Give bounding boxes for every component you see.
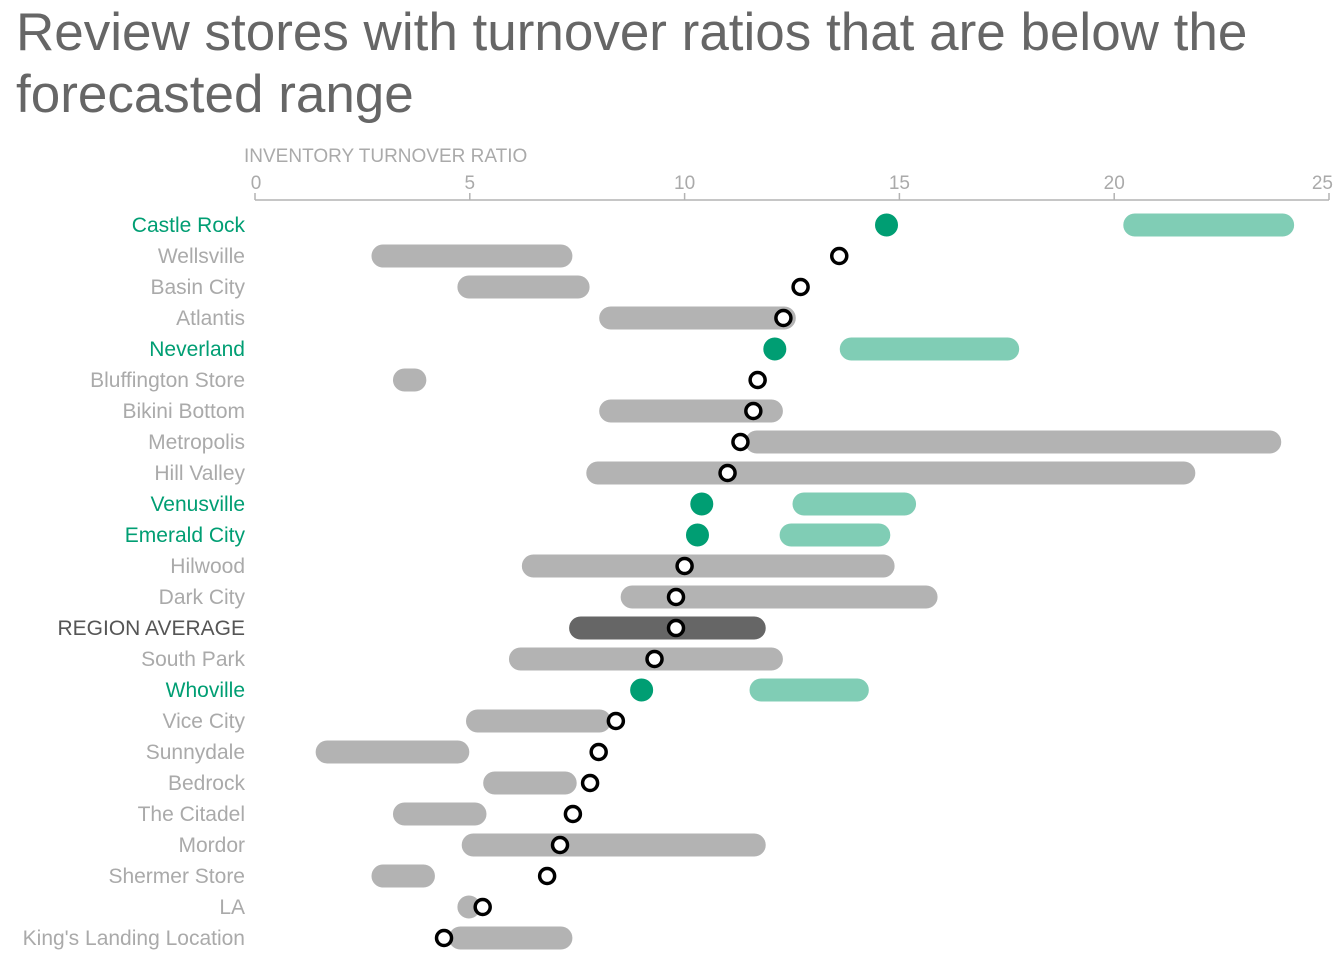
axis-title: INVENTORY TURNOVER RATIO <box>244 146 527 167</box>
value-dot <box>718 463 737 483</box>
row-label: Shermer Store <box>108 865 245 888</box>
row-label: Atlantis <box>176 307 245 330</box>
x-tick-label: 15 <box>889 173 910 194</box>
value-dot <box>675 556 694 576</box>
value-dots <box>434 212 900 948</box>
range-band <box>460 832 767 858</box>
x-tick-label: 20 <box>1104 173 1125 194</box>
row-label: Metropolis <box>148 431 245 454</box>
row-label: LA <box>219 896 245 919</box>
row-label: Vice City <box>163 710 246 733</box>
row-label: Emerald City <box>125 524 246 547</box>
value-dot <box>830 246 849 266</box>
page-title: Review stores with turnover ratios that … <box>16 3 1248 124</box>
range-band <box>778 522 892 548</box>
value-dot <box>589 742 608 762</box>
value-dot <box>629 677 655 703</box>
value-dot <box>563 804 583 824</box>
row-label: Basin City <box>150 276 245 299</box>
row-label: The Citadel <box>138 803 245 826</box>
row-label: South Park <box>141 648 245 671</box>
range-band <box>465 708 613 734</box>
range-band <box>619 584 939 610</box>
range-band <box>585 460 1197 486</box>
range-band <box>598 305 797 331</box>
range-band <box>314 739 471 765</box>
value-dot <box>689 491 715 517</box>
range-band <box>1122 212 1296 238</box>
range-band <box>791 491 918 517</box>
row-label: Bluffington Store <box>90 369 245 392</box>
row-label: Castle Rock <box>132 214 246 237</box>
x-tick-label: 0 <box>251 173 262 194</box>
value-dot <box>874 212 900 238</box>
value-dot <box>774 308 793 328</box>
range-band <box>744 429 1283 455</box>
value-dot <box>666 587 686 607</box>
value-dot <box>731 432 750 452</box>
value-dot <box>744 401 763 421</box>
row-label: Whoville <box>166 679 245 702</box>
value-dot <box>666 618 686 638</box>
range-band <box>748 677 870 703</box>
range-band <box>447 925 574 951</box>
range-band <box>391 801 488 827</box>
value-dot <box>434 928 454 948</box>
value-dot <box>762 336 788 362</box>
range-band <box>520 553 896 579</box>
value-dot <box>473 897 492 917</box>
row-labels: Castle Rock Wellsville Basin City Atlantis N… <box>23 214 246 950</box>
range-bands <box>314 212 1296 951</box>
range-band <box>598 398 784 424</box>
range-band <box>370 863 436 889</box>
x-tick-label: 25 <box>1312 173 1333 194</box>
row-label: Bedrock <box>168 772 246 795</box>
range-band <box>482 770 578 796</box>
row-label: Hilwood <box>170 555 245 578</box>
row-label: REGION AVERAGE <box>58 617 246 640</box>
value-dot <box>645 649 664 669</box>
row-label: Venusville <box>150 493 245 516</box>
row-label: Neverland <box>149 338 245 361</box>
value-dot <box>748 370 767 390</box>
range-band <box>838 336 1021 362</box>
range-band <box>391 367 428 393</box>
row-label: Wellsville <box>158 245 245 268</box>
row-label: Dark City <box>159 586 246 609</box>
value-dot <box>684 522 710 548</box>
range-band <box>456 274 591 300</box>
row-label: Mordor <box>178 834 245 857</box>
row-label: Sunnydale <box>146 741 245 764</box>
row-label: King's Landing Location <box>23 927 245 950</box>
x-axis-ticks: 0 5 10 15 20 25 <box>251 173 1333 200</box>
value-dot <box>791 277 810 297</box>
value-dot <box>550 835 570 855</box>
value-dot <box>606 711 626 731</box>
value-dot <box>580 773 600 793</box>
row-label: Bikini Bottom <box>122 400 245 423</box>
range-band <box>370 243 574 269</box>
x-tick-label: 10 <box>674 173 695 194</box>
row-label: Hill Valley <box>154 462 245 485</box>
value-dot <box>537 866 557 886</box>
x-tick-label: 5 <box>465 173 476 194</box>
